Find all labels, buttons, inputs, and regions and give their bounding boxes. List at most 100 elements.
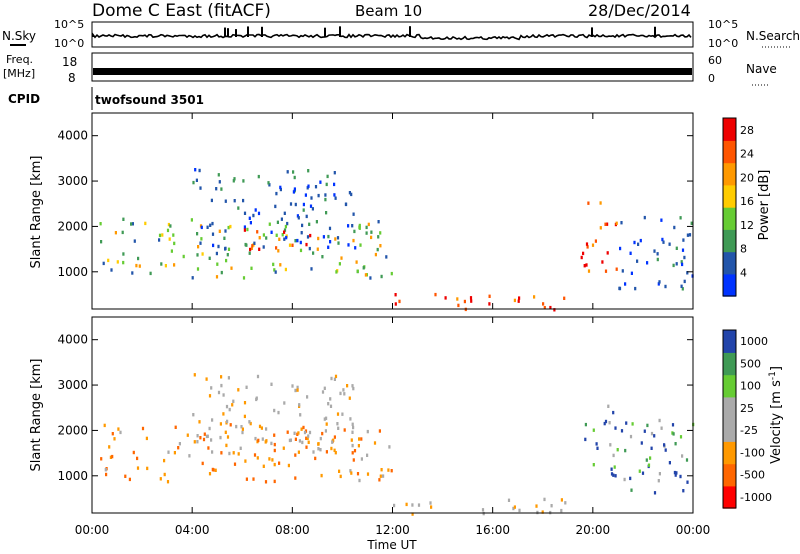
- velocity-cell: [286, 430, 289, 434]
- power-cell: [242, 276, 246, 280]
- velocity-cell: [339, 391, 342, 396]
- velocity-cell: [330, 376, 333, 381]
- power-colorbar-segment: [723, 251, 736, 275]
- velocity-cell: [373, 441, 377, 445]
- velocity-cell: [261, 437, 264, 441]
- power-cell: [254, 208, 257, 212]
- velocity-cell: [294, 476, 297, 480]
- velocity-cell: [287, 463, 290, 468]
- power-cell: [329, 240, 332, 244]
- velocity-cell: [417, 503, 421, 507]
- y-tick-label: 2000: [57, 219, 88, 233]
- power-cell: [278, 237, 281, 241]
- power-cell: [279, 263, 282, 267]
- velocity-cell: [327, 402, 330, 406]
- time-axis: 00:00 04:00 08:00 12:00 16:00 20:00 00:00: [75, 113, 710, 537]
- velocity-cell: [560, 508, 563, 513]
- power-cell: [158, 238, 161, 242]
- velocity-cell: [245, 477, 248, 481]
- velocity-cell: [675, 471, 678, 475]
- power-cell: [268, 222, 271, 226]
- velocity-cell: [337, 426, 340, 430]
- velocity-cell: [198, 420, 201, 424]
- velocity-cell: [208, 394, 212, 398]
- power-cell: [307, 169, 310, 173]
- power-cell: [283, 228, 287, 232]
- velocity-cell: [507, 498, 511, 502]
- power-cell: [223, 236, 226, 240]
- power-cell: [216, 262, 219, 266]
- power-cell: [594, 239, 597, 243]
- power-cell: [160, 262, 163, 266]
- power-cell: [311, 207, 314, 211]
- y-tick-label: 3000: [57, 174, 88, 188]
- power-cell: [196, 267, 200, 271]
- power-cell: [257, 174, 260, 179]
- power-cell: [131, 222, 134, 226]
- power-cell: [164, 264, 167, 268]
- power-cell: [319, 180, 322, 184]
- power-cell: [351, 224, 354, 228]
- velocity-cell: [607, 404, 610, 408]
- freq-label-line1: Freq.: [6, 53, 33, 66]
- velocity-cell: [104, 468, 107, 472]
- velocity-cell: [649, 456, 652, 460]
- power-cell: [377, 220, 380, 224]
- velocity-cell: [222, 393, 225, 397]
- velocity-cell: [264, 440, 267, 444]
- velocity-cell: [296, 385, 299, 390]
- power-cell: [226, 253, 229, 257]
- x-tick-label: 12:00: [375, 523, 410, 537]
- power-cell: [289, 202, 293, 206]
- velocity-cell: [100, 457, 103, 461]
- power-cell: [218, 180, 221, 184]
- velocity-cell: [193, 440, 196, 444]
- velocity-cell: [258, 424, 262, 429]
- velocity-cell: [312, 450, 315, 454]
- velocity-cell: [610, 467, 613, 471]
- velocity-cell: [366, 453, 369, 457]
- power-colorbar-segment: [723, 207, 736, 230]
- velocity-cell: [297, 431, 300, 435]
- freq-top-tick: 18: [62, 55, 77, 69]
- power-cell: [379, 244, 382, 248]
- power-cell: [273, 268, 276, 272]
- velocity-cell: [256, 374, 260, 379]
- power-cell: [167, 222, 170, 227]
- power-cell: [292, 190, 295, 194]
- power-cell: [198, 168, 201, 173]
- power-cell: [338, 262, 341, 266]
- power-cell: [275, 191, 278, 196]
- velocity-cell: [188, 454, 191, 458]
- velocity-cell: [366, 472, 370, 476]
- velocity-cell: [512, 506, 515, 511]
- power-cell: [199, 186, 202, 190]
- power-y-axis-label: Slant Range [km]: [29, 156, 44, 269]
- power-cell: [321, 255, 324, 259]
- velocity-cell: [336, 422, 339, 426]
- velocity-cell: [237, 388, 240, 392]
- power-cell: [272, 262, 275, 267]
- velocity-cell: [243, 401, 247, 405]
- velocity-cell: [207, 446, 210, 450]
- nave-label: Nave: [746, 62, 777, 76]
- power-cell: [253, 241, 256, 245]
- velocity-cell: [145, 436, 148, 441]
- velocity-cell: [358, 437, 361, 441]
- power-cell: [296, 214, 299, 218]
- velocity-cell: [334, 374, 338, 379]
- power-cell: [643, 215, 646, 220]
- velocity-cell: [663, 443, 666, 447]
- velocity-cell: [109, 455, 112, 459]
- velocity-cell: [253, 453, 257, 457]
- velocity-cell: [265, 427, 268, 431]
- velocity-cell: [332, 438, 335, 442]
- velocity-cell: [108, 445, 111, 449]
- velocity-cell: [625, 421, 628, 425]
- power-cell: [690, 221, 693, 225]
- velocity-cell: [341, 412, 344, 416]
- power-cell: [99, 222, 102, 226]
- power-cell: [317, 236, 320, 241]
- velocity-cell: [219, 435, 222, 440]
- power-cell: [359, 243, 362, 247]
